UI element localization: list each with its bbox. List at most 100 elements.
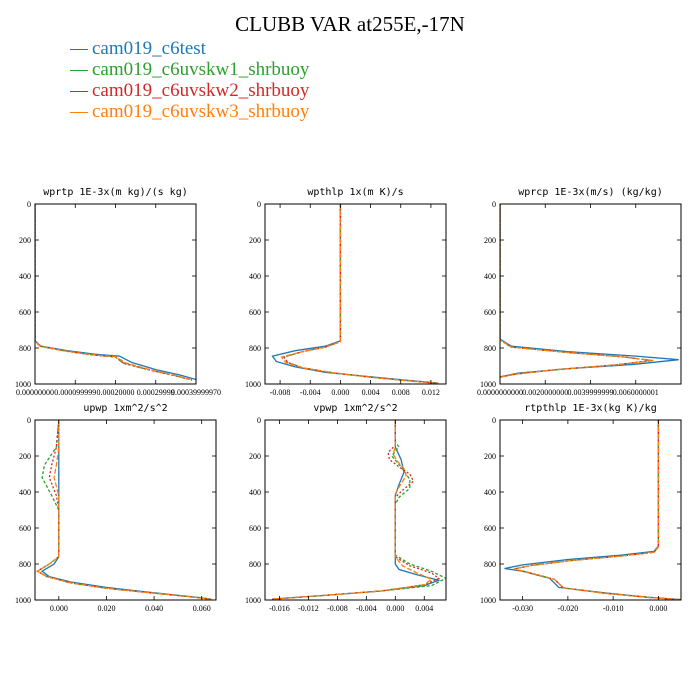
legend-item-3: cam019_c6uvskw2_shrbuoy xyxy=(70,80,309,101)
y-tick-label: 1000 xyxy=(480,596,496,605)
series-line-3 xyxy=(282,204,439,384)
x-tick-label: 0.060 xyxy=(193,604,211,613)
series-line-2 xyxy=(35,204,193,381)
chart-title: rtpthlp 1E-3x(kg K)/kg xyxy=(524,403,656,414)
series-line-4 xyxy=(272,420,433,600)
series-line-1 xyxy=(35,204,196,381)
x-tick-label: 0.004 xyxy=(415,604,433,613)
x-tick-label: 0.00020000 xyxy=(97,388,135,397)
y-tick-label: 800 xyxy=(249,344,261,353)
x-tick-label: 0.000 xyxy=(386,604,404,613)
series-line-1 xyxy=(500,204,679,378)
y-tick-label: 200 xyxy=(19,452,31,461)
y-tick-label: 800 xyxy=(484,344,496,353)
x-tick-label: 0.00039999970 xyxy=(171,388,221,397)
y-tick-label: 400 xyxy=(19,488,31,497)
legend-swatch xyxy=(70,70,88,72)
series-line-1 xyxy=(271,204,439,384)
x-tick-label: 0.008 xyxy=(392,388,410,397)
series-line-2 xyxy=(36,420,212,600)
x-tick-label: -0.004 xyxy=(300,388,321,397)
x-tick-label: 0.0020000000 xyxy=(522,388,568,397)
chart-title: wprtp 1E-3x(m kg)/(s kg) xyxy=(43,187,188,198)
x-tick-label: 0.004 xyxy=(362,388,380,397)
y-tick-label: 0 xyxy=(27,416,31,425)
series-line-3 xyxy=(36,420,212,600)
series-line-3 xyxy=(35,204,193,381)
y-tick-label: 200 xyxy=(484,236,496,245)
x-tick-label: 0.0000000000 xyxy=(477,388,523,397)
y-tick-label: 400 xyxy=(249,488,261,497)
chart-title: vpwp 1xm^2/s^2 xyxy=(313,403,397,414)
chart-panel-2: wpthlp 1x(m K)/s 0 200 400 600 800 1000 -0.008-… xyxy=(245,187,447,397)
chart-panel-4: upwp 1xm^2/s^2 0 200 400 600 800 1000 0.000 0.02… xyxy=(15,403,217,613)
x-tick-label: 0.000099999 xyxy=(54,388,96,397)
y-tick-label: 600 xyxy=(249,524,261,533)
x-tick-label: -0.020 xyxy=(558,604,579,613)
y-tick-label: 0 xyxy=(492,416,496,425)
y-tick-label: 1000 xyxy=(15,380,31,389)
plot-frame xyxy=(264,203,447,385)
y-tick-label: 600 xyxy=(484,524,496,533)
series-line-4 xyxy=(513,420,681,600)
series-line-4 xyxy=(500,204,654,378)
y-tick-label: 400 xyxy=(484,272,496,281)
chart-title: wpthlp 1x(m K)/s xyxy=(307,187,403,198)
chart-title: upwp 1xm^2/s^2 xyxy=(83,403,167,414)
y-tick-label: 600 xyxy=(484,308,496,317)
series-line-2 xyxy=(272,420,446,600)
x-tick-label: -0.004 xyxy=(356,604,377,613)
x-tick-label: 0.00029999 xyxy=(137,388,175,397)
x-tick-label: 0.000 xyxy=(50,604,68,613)
y-tick-label: 1000 xyxy=(245,596,261,605)
y-tick-label: 0 xyxy=(492,200,496,209)
y-tick-label: 800 xyxy=(19,560,31,569)
x-tick-label: 0.0039999999 xyxy=(568,388,614,397)
y-tick-label: 400 xyxy=(249,272,261,281)
y-tick-label: 1000 xyxy=(480,380,496,389)
x-tick-label: 0.000 xyxy=(331,388,349,397)
y-tick-label: 200 xyxy=(484,452,496,461)
x-tick-label: 0.020 xyxy=(97,604,115,613)
plot-frame xyxy=(499,419,682,601)
legend-item-2: cam019_c6uvskw1_shrbuoy xyxy=(70,59,309,80)
chart-title: wprcp 1E-3x(m/s) (kg/kg) xyxy=(518,187,663,198)
y-tick-label: 800 xyxy=(249,560,261,569)
series-line-1 xyxy=(40,420,212,600)
series-line-4 xyxy=(35,204,193,381)
legend-swatch xyxy=(70,112,88,114)
y-tick-label: 0 xyxy=(27,200,31,209)
y-tick-label: 400 xyxy=(19,272,31,281)
legend-swatch xyxy=(70,49,88,51)
y-tick-label: 800 xyxy=(484,560,496,569)
legend-label: cam019_c6uvskw2_shrbuoy xyxy=(92,80,310,101)
x-tick-label: -0.008 xyxy=(270,388,291,397)
x-tick-label: -0.012 xyxy=(298,604,319,613)
y-tick-label: 400 xyxy=(484,488,496,497)
legend-item-1: cam019_c6test xyxy=(70,38,206,59)
series-line-2 xyxy=(513,420,681,600)
legend-item-4: cam019_c6uvskw3_shrbuoy xyxy=(70,101,309,122)
legend-label: cam019_c6uvskw3_shrbuoy xyxy=(92,101,310,122)
x-tick-label: 0.00000000 xyxy=(16,388,54,397)
y-tick-label: 200 xyxy=(249,236,261,245)
y-tick-label: 1000 xyxy=(15,596,31,605)
series-line-3 xyxy=(513,420,681,600)
x-tick-label: -0.008 xyxy=(327,604,348,613)
x-tick-label: 0.040 xyxy=(145,604,163,613)
plot-frame xyxy=(34,419,217,601)
y-tick-label: 600 xyxy=(249,308,261,317)
chart-panel-3: wprcp 1E-3x(m/s) (kg/kg) 0 200 400 600 800 100… xyxy=(477,187,682,397)
x-tick-label: -0.030 xyxy=(512,604,533,613)
series-line-4 xyxy=(36,420,212,600)
chart-panel-5: vpwp 1xm^2/s^2 0 200 400 600 800 1000 -0.016 -0.… xyxy=(245,403,447,613)
x-tick-label: -0.010 xyxy=(603,604,624,613)
page-title: CLUBB VAR at255E,-17N xyxy=(235,12,465,36)
series-line-2 xyxy=(500,204,652,378)
series-line-3 xyxy=(272,420,441,600)
plot-frame xyxy=(264,419,447,601)
series-line-1 xyxy=(272,420,441,600)
x-tick-label: 0.012 xyxy=(422,388,440,397)
chart-panel-1: wprtp 1E-3x(m kg)/(s kg) 0 200 400 600 800 100… xyxy=(15,187,221,397)
